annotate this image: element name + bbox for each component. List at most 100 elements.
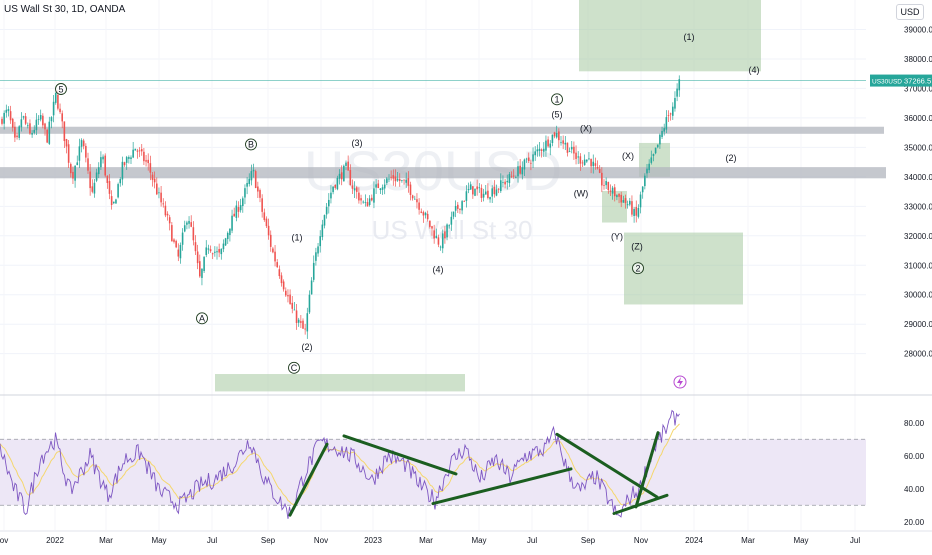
candle-body: [661, 130, 663, 137]
candle-body: [392, 175, 395, 179]
axes: 39000.0 38000.0 37000.0 36000.0 35000.0 34000…: [0, 25, 932, 545]
candle-body: [24, 116, 27, 124]
candle-body: [261, 198, 263, 212]
candle-body: [588, 158, 590, 160]
candle-body: [626, 204, 629, 206]
candle-body: [323, 215, 326, 226]
candle-body: [553, 132, 556, 137]
candle-body: [205, 247, 208, 256]
candle-body: [371, 197, 373, 201]
candle-body: [143, 151, 145, 162]
candle-body: [618, 193, 620, 197]
rsi-trendline[interactable]: [288, 442, 329, 517]
candle-body: [132, 149, 134, 158]
candle-body: [403, 179, 405, 181]
candle-body: [209, 249, 212, 252]
candle-body: [646, 168, 648, 174]
candle-body: [598, 168, 601, 173]
candle-body: [398, 179, 401, 182]
candle-body: [605, 181, 607, 186]
wave-label-circle: [55, 83, 67, 95]
candle-body: [613, 187, 616, 197]
candle-body: [678, 79, 681, 91]
candle-body: [274, 251, 276, 262]
candle-body: [639, 194, 642, 208]
candle-body: [48, 121, 51, 144]
candle-body: [164, 205, 167, 216]
candle-body: [252, 169, 255, 172]
candle-body: [246, 183, 248, 187]
candle-body: [373, 188, 375, 203]
wave-label: (X): [580, 124, 592, 134]
candle-body: [226, 232, 229, 240]
rsi-trendline[interactable]: [634, 431, 660, 509]
candle-body: [469, 184, 472, 190]
resistance-band[interactable]: [0, 126, 884, 134]
candle-body: [306, 313, 309, 332]
candle-body: [229, 228, 231, 236]
candle-body: [3, 112, 5, 124]
flash-icon[interactable]: [673, 375, 687, 389]
candle-body: [312, 262, 315, 280]
candle-body: [67, 144, 70, 163]
candle-body: [297, 319, 300, 323]
candle-body: [472, 186, 474, 195]
wave-label: 5: [58, 84, 63, 94]
candle-body: [495, 189, 498, 196]
candle-body: [91, 186, 94, 192]
candle-body: [568, 151, 571, 153]
candle-body: [321, 224, 324, 238]
candle-body: [289, 294, 291, 304]
candle-body: [362, 201, 364, 203]
rsi-trendline[interactable]: [342, 434, 458, 476]
candle-body: [532, 154, 534, 162]
wave-label: (2): [726, 153, 737, 163]
symbol-tag-label: US30USD: [872, 79, 902, 86]
candle-body: [396, 178, 399, 181]
candle-body: [493, 186, 496, 195]
currency-button[interactable]: USD: [896, 4, 924, 20]
candle-body: [377, 183, 380, 189]
candle-body: [676, 88, 678, 97]
candle-body: [355, 187, 358, 192]
candle-body: [65, 139, 68, 147]
rsi-trendline[interactable]: [612, 493, 669, 515]
candle-body: [52, 101, 55, 116]
candle-body: [319, 236, 321, 247]
candle-body: [244, 188, 246, 198]
candle-body: [394, 176, 397, 182]
time-tick-label: 2023: [364, 536, 382, 545]
resistance-band[interactable]: [0, 167, 886, 179]
candle-body: [293, 309, 296, 311]
candle-body: [302, 320, 304, 329]
candle-body: [42, 115, 44, 126]
candle-body: [515, 177, 517, 179]
candle-body: [233, 213, 235, 217]
candle-body: [659, 134, 661, 145]
target-zone[interactable]: [215, 374, 465, 392]
candle-body: [353, 188, 356, 191]
candle-body: [622, 200, 625, 203]
candle-body: [564, 142, 567, 145]
candle-body: [347, 161, 349, 171]
rsi-trendline[interactable]: [431, 467, 573, 506]
candle-body: [304, 328, 306, 330]
candle-body: [555, 133, 558, 138]
candle-body: [166, 213, 169, 216]
candle-body: [280, 275, 283, 284]
candle-body: [629, 200, 631, 205]
wave-label-circle: [196, 312, 208, 325]
candle-body: [54, 92, 57, 103]
price-tick-label: 33000.0: [904, 202, 932, 211]
candle-body: [186, 222, 188, 225]
wave-label-circle: [551, 93, 563, 106]
candle-body: [308, 294, 311, 313]
candle-body: [616, 195, 618, 198]
candle-body: [16, 135, 18, 138]
wave-label: 2: [635, 264, 640, 274]
target-zone[interactable]: [579, 0, 761, 72]
rsi-trendline[interactable]: [555, 432, 659, 499]
candle-body: [476, 186, 478, 190]
